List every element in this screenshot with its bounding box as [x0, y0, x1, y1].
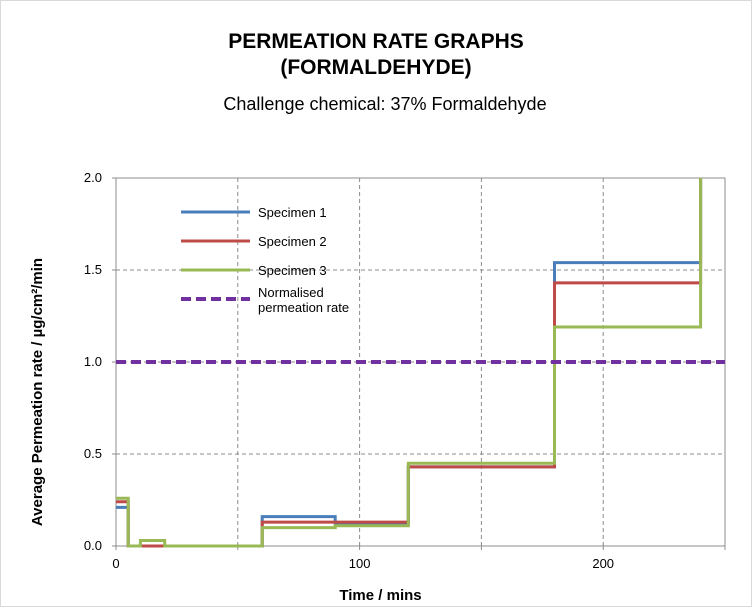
- chart-subtitle: Challenge chemical: 37% Formaldehyde: [223, 94, 547, 114]
- x-tick-label: 0: [112, 556, 119, 571]
- legend-label-1: Specimen 1: [258, 205, 327, 220]
- chart-title: PERMEATION RATE GRAPHS: [228, 30, 524, 53]
- y-axis-label: Average Permeation rate / µg/cm²/min: [29, 258, 46, 526]
- y-tick-label: 0.5: [84, 446, 102, 461]
- x-tick-label: 200: [592, 556, 614, 571]
- y-tick-label: 0.0: [84, 538, 102, 553]
- series-line-3: [116, 178, 703, 548]
- legend-label-4: Normalised: [258, 285, 324, 300]
- legend-label-4: permeation rate: [258, 300, 349, 315]
- y-tick-label: 2.0: [84, 170, 102, 185]
- chart-title-line2: (FORMALDEHYDE): [280, 56, 472, 79]
- legend-label-2: Specimen 2: [258, 234, 327, 249]
- y-tick-label: 1.0: [84, 354, 102, 369]
- x-tick-label: 100: [349, 556, 371, 571]
- legend-label-3: Specimen 3: [258, 263, 327, 278]
- x-axis-label: Time / mins: [339, 587, 421, 604]
- y-tick-label: 1.5: [84, 262, 102, 277]
